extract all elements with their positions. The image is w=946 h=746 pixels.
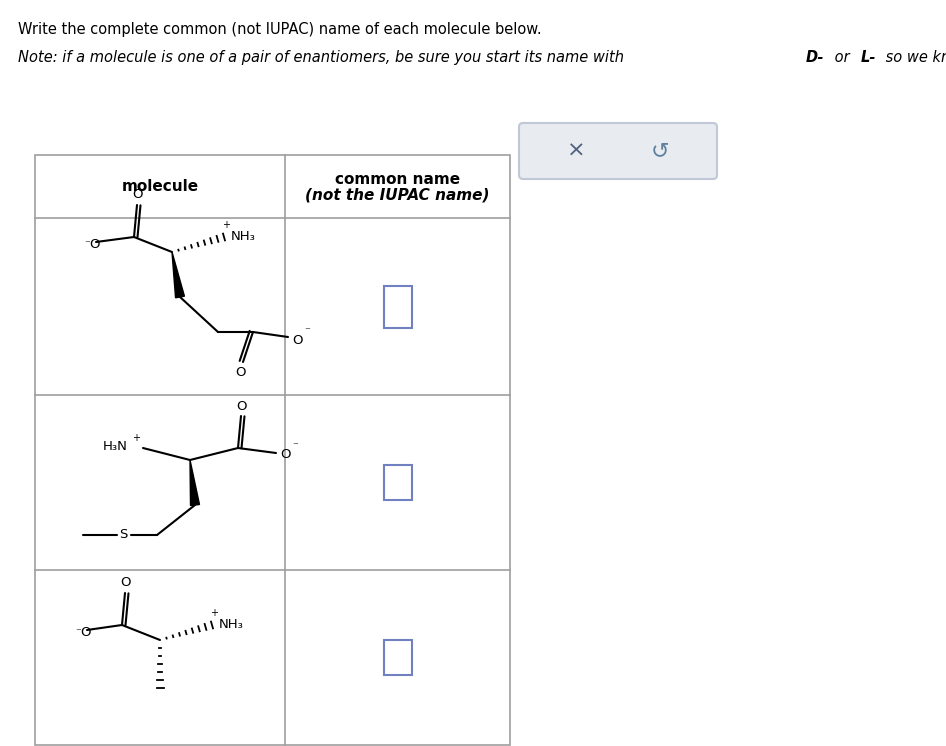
Text: Write the complete common (not IUPAC) name of each molecule below.: Write the complete common (not IUPAC) na… [18, 22, 542, 37]
Text: O: O [236, 400, 246, 413]
Text: Note: if a molecule is one of a pair of enantiomers, be sure you start its name : Note: if a molecule is one of a pair of … [18, 50, 629, 65]
Text: S: S [119, 528, 127, 542]
Text: ⁻: ⁻ [292, 441, 298, 451]
Text: NH₃: NH₃ [231, 230, 255, 242]
Text: ⁻: ⁻ [75, 627, 81, 637]
Text: +: + [132, 433, 140, 443]
Text: ⁻: ⁻ [84, 239, 90, 249]
Text: molecule: molecule [121, 179, 199, 194]
Text: D-: D- [806, 50, 824, 65]
Text: H₃N: H₃N [103, 440, 128, 454]
Bar [383, 465, 412, 500]
Text: O: O [89, 237, 99, 251]
Text: common name: common name [335, 172, 460, 187]
Text: or: or [830, 50, 854, 65]
Text: NH₃: NH₃ [219, 618, 243, 630]
Text: O: O [120, 577, 131, 589]
Text: so we know which enantiomer it is.: so we know which enantiomer it is. [881, 50, 946, 65]
Text: (not the IUPAC name): (not the IUPAC name) [306, 187, 490, 202]
Bar [383, 286, 412, 327]
FancyBboxPatch shape [519, 123, 717, 179]
Bar [35, 155, 510, 745]
Text: L-: L- [861, 50, 877, 65]
Text: O: O [291, 333, 303, 346]
Text: O: O [280, 448, 290, 462]
Text: O: O [79, 625, 90, 639]
Text: +: + [210, 608, 218, 618]
Text: ↺: ↺ [651, 141, 669, 161]
Text: O: O [235, 366, 245, 378]
Polygon shape [172, 252, 184, 298]
Text: ⁻: ⁻ [304, 326, 310, 336]
Bar [383, 640, 412, 675]
Text: +: + [222, 220, 230, 230]
Polygon shape [190, 460, 200, 506]
Text: ×: × [567, 141, 586, 161]
Text: O: O [131, 189, 142, 201]
